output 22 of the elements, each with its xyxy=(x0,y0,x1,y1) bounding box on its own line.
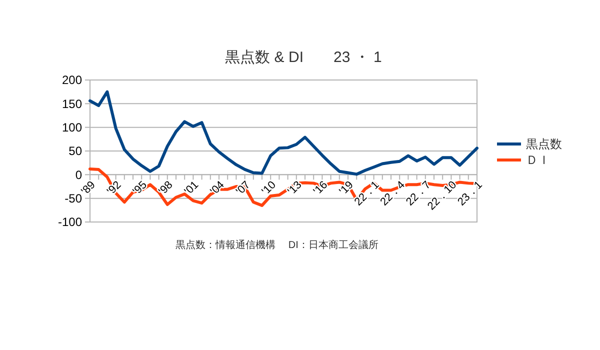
x-tick-label: 23．1 xyxy=(456,179,485,208)
y-tick-label: 200 xyxy=(62,73,82,88)
y-tick-label: -50 xyxy=(64,192,82,206)
line-series xyxy=(88,90,478,176)
x-tick-label: '92 xyxy=(105,179,124,198)
y-tick-label: 50 xyxy=(68,144,82,158)
x-tick-label: '04 xyxy=(208,179,227,198)
legend-label: 黒点数 xyxy=(526,137,562,152)
y-tick-label: -100 xyxy=(58,215,82,230)
x-tick-label: '16 xyxy=(311,179,330,198)
y-tick-label: 0 xyxy=(75,168,82,182)
x-tick-label: '13 xyxy=(286,179,304,198)
x-tick-label: '98 xyxy=(156,179,176,198)
text: 黒点数：情報通信機構 DI：日本商工会議所 xyxy=(176,239,378,251)
y-tick-label: 150 xyxy=(62,96,82,111)
y-tick-label: 100 xyxy=(62,120,82,135)
x-tick-label: '10 xyxy=(260,179,278,198)
legend-label: ＤＩ xyxy=(526,153,550,168)
x-tick-label: '01 xyxy=(182,179,202,198)
chart-title: 黒点数 & DI 23 ・ 1 xyxy=(225,49,382,66)
x-tick-label: '95 xyxy=(130,179,150,198)
x-tick-label: '07 xyxy=(234,179,253,198)
